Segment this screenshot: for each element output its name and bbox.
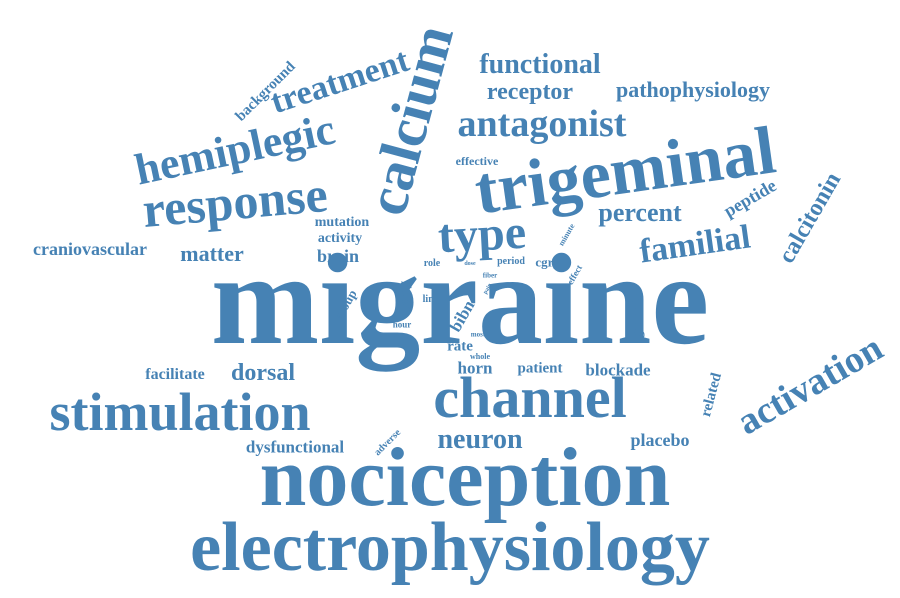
word-fiber: fiber [482, 271, 498, 280]
word-channel: channel [433, 365, 627, 430]
word-dysfunctional: dysfunctional [245, 437, 345, 457]
word-nociception: nociception [259, 431, 671, 524]
word-type: type [436, 205, 528, 264]
word-craniovascular: craniovascular [33, 239, 147, 259]
word-link: link [422, 294, 440, 305]
word-role: role [423, 258, 441, 269]
word-matter: matter [180, 241, 244, 266]
word-blockade: blockade [585, 360, 651, 380]
word-dose: dose [464, 261, 476, 267]
word-facilitate: facilitate [145, 366, 205, 383]
word-mutation: mutation [314, 215, 370, 230]
word-effective: effective [455, 154, 499, 168]
word-grey: grey [396, 280, 413, 310]
word-receptor: receptor [486, 79, 574, 105]
word-most: most [470, 330, 486, 339]
word-electrophysiology: electrophysiology [190, 509, 710, 586]
word-patient: patient [517, 360, 563, 377]
word-percent: percent [598, 198, 682, 227]
word-neuron: neuron [437, 424, 523, 455]
word-period: period [497, 256, 525, 267]
word-brain: brain [316, 246, 360, 266]
word-placebo: placebo [630, 430, 690, 450]
word-calcitonin: calcitonin [773, 168, 847, 268]
word-dorsal: dorsal [230, 360, 296, 386]
word-horn: horn [457, 358, 493, 378]
word-cgrp: cgrp [535, 254, 561, 270]
word-functional: functional [479, 49, 601, 80]
word-pathophysiology: pathophysiology [615, 77, 771, 102]
word-antagonist: antagonist [457, 103, 627, 145]
word-migraine: migraine [210, 228, 710, 372]
word-related: related [698, 371, 726, 419]
word-genetic: genetic [629, 293, 646, 339]
word-stem: stem [371, 328, 405, 348]
word-hour: hour [392, 319, 412, 330]
word-activation: activation [730, 326, 890, 444]
word-whole: whole [470, 352, 490, 361]
word-calcium: calcium [353, 18, 466, 222]
word-rate: rate [447, 338, 473, 355]
word-stimulation: stimulation [49, 382, 311, 442]
word-activity: activity [317, 231, 363, 246]
